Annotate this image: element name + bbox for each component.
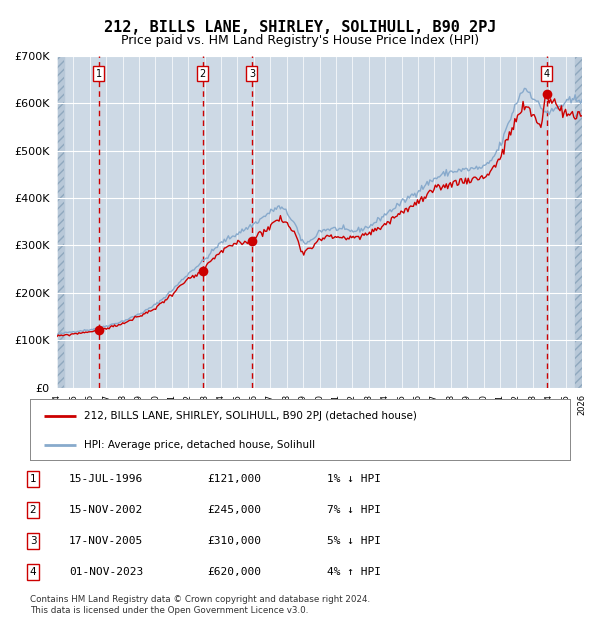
Text: 3: 3 — [29, 536, 37, 546]
Text: £620,000: £620,000 — [207, 567, 261, 577]
Text: 212, BILLS LANE, SHIRLEY, SOLIHULL, B90 2PJ (detached house): 212, BILLS LANE, SHIRLEY, SOLIHULL, B90 … — [84, 411, 417, 422]
Text: 2: 2 — [200, 69, 206, 79]
Bar — [57, 56, 64, 388]
Text: 5% ↓ HPI: 5% ↓ HPI — [327, 536, 381, 546]
Text: 7% ↓ HPI: 7% ↓ HPI — [327, 505, 381, 515]
Text: 4% ↑ HPI: 4% ↑ HPI — [327, 567, 381, 577]
Text: 2: 2 — [29, 505, 37, 515]
Text: £310,000: £310,000 — [207, 536, 261, 546]
Text: 17-NOV-2005: 17-NOV-2005 — [69, 536, 143, 546]
Text: 15-JUL-1996: 15-JUL-1996 — [69, 474, 143, 484]
Text: 212, BILLS LANE, SHIRLEY, SOLIHULL, B90 2PJ: 212, BILLS LANE, SHIRLEY, SOLIHULL, B90 … — [104, 20, 496, 35]
Text: 1: 1 — [29, 474, 37, 484]
Text: 4: 4 — [29, 567, 37, 577]
Text: HPI: Average price, detached house, Solihull: HPI: Average price, detached house, Soli… — [84, 440, 315, 450]
Text: 01-NOV-2023: 01-NOV-2023 — [69, 567, 143, 577]
Text: 3: 3 — [249, 69, 255, 79]
Bar — [575, 56, 582, 388]
Text: 1% ↓ HPI: 1% ↓ HPI — [327, 474, 381, 484]
Bar — [57, 56, 64, 388]
Text: Contains HM Land Registry data © Crown copyright and database right 2024.
This d: Contains HM Land Registry data © Crown c… — [30, 595, 370, 614]
Text: 1: 1 — [95, 69, 102, 79]
Bar — [575, 56, 582, 388]
Text: £121,000: £121,000 — [207, 474, 261, 484]
Text: Price paid vs. HM Land Registry's House Price Index (HPI): Price paid vs. HM Land Registry's House … — [121, 34, 479, 47]
Text: £245,000: £245,000 — [207, 505, 261, 515]
Text: 15-NOV-2002: 15-NOV-2002 — [69, 505, 143, 515]
Text: 4: 4 — [544, 69, 550, 79]
